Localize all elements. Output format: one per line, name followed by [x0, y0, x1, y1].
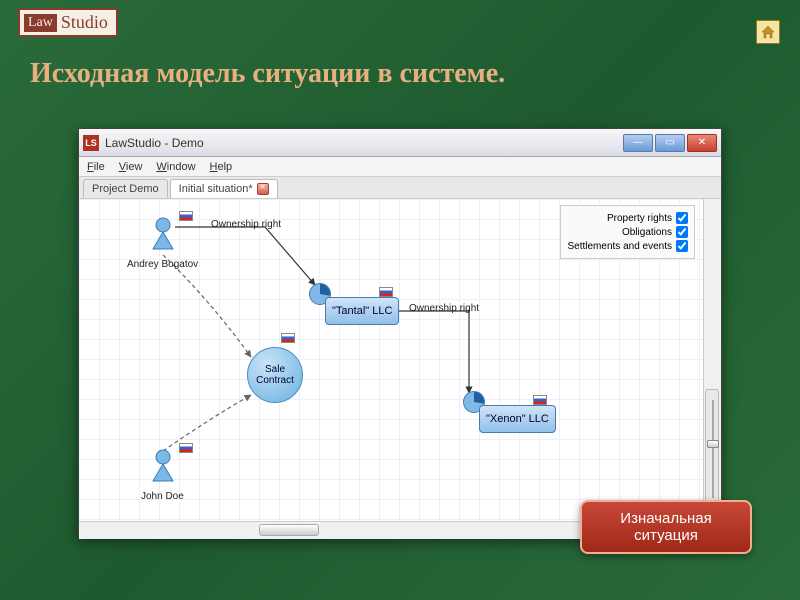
diagram-canvas[interactable]: Property rights Obligations Settlements …: [79, 199, 721, 539]
flag-icon-tantal: [379, 287, 393, 297]
zoom-thumb[interactable]: [707, 440, 719, 448]
node-john[interactable]: [149, 449, 177, 485]
legend-item-obligations: Obligations: [567, 226, 688, 238]
node-andrey[interactable]: [149, 217, 177, 253]
zoom-slider[interactable]: [705, 389, 719, 509]
label-john: John Doe: [141, 491, 184, 502]
legend: Property rights Obligations Settlements …: [560, 205, 695, 259]
logo-part2: Studio: [57, 12, 112, 33]
edge-andrey-tantal: [175, 227, 315, 285]
legend-check-property[interactable]: [676, 212, 688, 224]
menu-window[interactable]: Window: [156, 161, 195, 173]
slide-title: Исходная модель ситуации в системе.: [30, 58, 505, 90]
callout-line2: ситуация: [620, 527, 711, 544]
legend-item-settlements: Settlements and events: [567, 240, 688, 252]
edge-tantal-xenon: [399, 311, 469, 393]
app-window: LS LawStudio - Demo — ▭ ✕ File View Wind…: [78, 128, 722, 538]
menu-view[interactable]: View: [119, 161, 143, 173]
edge-label-ownership1: Ownership right: [211, 219, 281, 230]
menu-help[interactable]: Help: [210, 161, 233, 173]
legend-item-property: Property rights: [567, 212, 688, 224]
tab-initial-situation[interactable]: Initial situation*: [170, 179, 278, 198]
flag-icon-andrey: [179, 211, 193, 221]
label-andrey: Andrey Bogatov: [127, 259, 198, 270]
home-icon[interactable]: [756, 20, 780, 44]
callout-line1: Изначальная: [620, 510, 711, 527]
menubar: File View Window Help: [79, 157, 721, 177]
titlebar: LS LawStudio - Demo — ▭ ✕: [79, 129, 721, 157]
legend-check-settlements[interactable]: [676, 240, 688, 252]
edge-andrey-contract: [163, 255, 251, 357]
app-icon: LS: [83, 135, 99, 151]
window-controls: — ▭ ✕: [623, 134, 717, 152]
menu-file[interactable]: File: [87, 161, 105, 173]
tab-close-icon[interactable]: [257, 183, 269, 195]
node-contract[interactable]: Sale Contract: [247, 347, 303, 403]
logo-part1: Law: [24, 14, 57, 32]
maximize-button[interactable]: ▭: [655, 134, 685, 152]
window-title: LawStudio - Demo: [105, 136, 623, 150]
vertical-scrollbar[interactable]: ⛶: [703, 199, 721, 539]
minimize-button[interactable]: —: [623, 134, 653, 152]
edge-label-ownership2: Ownership right: [409, 303, 479, 314]
node-xenon[interactable]: "Xenon" LLC: [479, 405, 556, 433]
tab-project-demo[interactable]: Project Demo: [83, 179, 168, 198]
flag-icon-john: [179, 443, 193, 453]
logo: Law Studio: [18, 8, 118, 37]
flag-icon-contract: [281, 333, 295, 343]
callout-box: Изначальная ситуация: [580, 500, 752, 554]
edge-john-contract: [163, 395, 251, 451]
hscroll-thumb[interactable]: [259, 524, 319, 536]
flag-icon-xenon: [533, 395, 547, 405]
legend-check-obligations[interactable]: [676, 226, 688, 238]
close-button[interactable]: ✕: [687, 134, 717, 152]
node-tantal[interactable]: "Tantal" LLC: [325, 297, 399, 325]
tabbar: Project Demo Initial situation*: [79, 177, 721, 199]
